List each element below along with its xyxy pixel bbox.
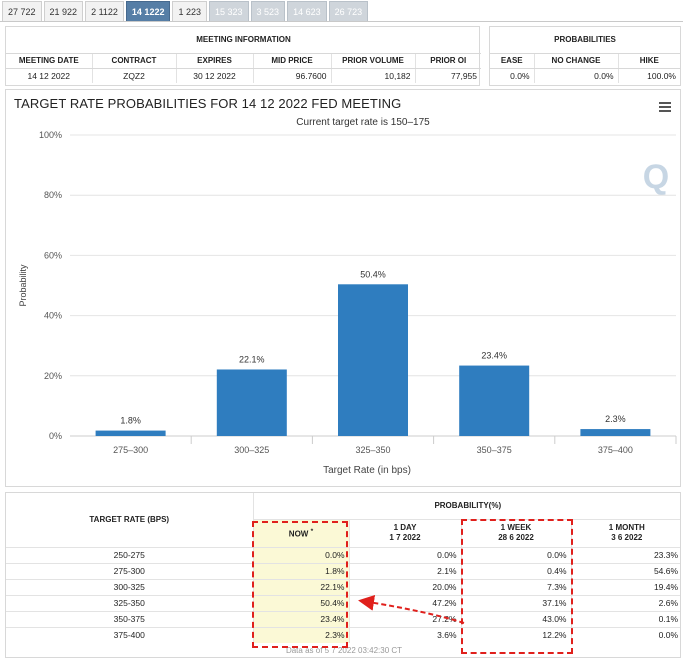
one-day-cell: 47.2%: [349, 594, 462, 611]
probability-table-panel: TARGET RATE (BPS) PROBABILITY(%) NOW * 1…: [5, 492, 681, 658]
column-header: NO CHANGE: [534, 53, 619, 69]
y-tick-label: 80%: [44, 190, 62, 200]
y-tick-label: 100%: [39, 130, 62, 140]
x-tick-label: 275–300: [113, 445, 148, 455]
one-week-cell: 37.1%: [461, 594, 572, 611]
now-cell: 0.0%: [253, 546, 350, 563]
meeting-tab[interactable]: 14 623: [287, 1, 327, 21]
one-day-column-header[interactable]: 1 DAY 1 7 2022: [349, 519, 462, 547]
now-cell: 22.1%: [253, 578, 350, 595]
y-tick-label: 60%: [44, 250, 62, 260]
one-month-cell: 2.6%: [571, 594, 680, 611]
probabilities-heading: PROBABILITIES: [490, 27, 680, 54]
data-timestamp: Data as of 5 7 2022 03:42:30 CT: [285, 646, 403, 655]
table-row: 325-350 50.4% 47.2% 37.1% 2.6%: [6, 594, 680, 611]
bar-data-label: 22.1%: [239, 354, 265, 364]
table-row: 250-275 0.0% 0.0% 0.0% 23.3%: [6, 546, 680, 563]
meeting-tab-active[interactable]: 14 1222: [125, 1, 171, 21]
target-rate-header: TARGET RATE (BPS): [6, 493, 254, 547]
chart-title: TARGET RATE PROBABILITIES FOR 14 12 2022…: [14, 96, 402, 111]
bar-data-label: 2.3%: [605, 414, 626, 424]
probability-group-header: PROBABILITY(%): [253, 493, 680, 520]
table-row: 300-325 22.1% 20.0% 7.3% 19.4%: [6, 578, 680, 595]
y-tick-label: 20%: [44, 371, 62, 381]
column-header: CONTRACT: [92, 53, 177, 69]
q-watermark-icon: Q: [643, 158, 669, 196]
one-day-cell: 2.1%: [349, 562, 462, 579]
column-header: PRIOR VOLUME: [331, 53, 416, 69]
meeting-tab[interactable]: 1 223: [172, 1, 207, 21]
one-day-cell: 0.0%: [349, 546, 462, 563]
column-header: EXPIRES: [176, 53, 254, 69]
now-column-header[interactable]: NOW *: [253, 519, 350, 547]
table-row: 275-300 1.8% 2.1% 0.4% 54.6%: [6, 562, 680, 579]
target-rate-chart-panel: Current target rate is 150–175 Q 0% 20% 40% 6…: [5, 89, 681, 487]
meeting-tab[interactable]: 15 323: [209, 1, 249, 21]
one-week-cell: 12.2%: [461, 626, 572, 643]
one-month-cell: 23.3%: [571, 546, 680, 563]
one-month-column-header[interactable]: 1 MONTH 3 6 2022: [608, 523, 645, 542]
table-row: 350-375 23.4% 27.2% 43.0% 0.1%: [6, 610, 680, 627]
bar-325–350: [338, 284, 408, 436]
y-axis-title: Probability: [18, 264, 28, 307]
meeting-tab[interactable]: 26 723: [328, 1, 369, 21]
column-header: HIKE: [618, 53, 680, 69]
ease-value: 0.0%: [490, 68, 535, 83]
chart-subtitle: Current target rate is 150–175: [296, 117, 430, 128]
one-month-cell: 0.0%: [571, 626, 680, 643]
meeting-tab[interactable]: 21 922: [43, 1, 84, 21]
bar-275–300: [95, 430, 166, 436]
x-axis-title: Target Rate (in bps): [323, 465, 411, 476]
one-week-cell: 7.3%: [461, 578, 572, 595]
x-tick-label: 300–325: [234, 445, 269, 455]
column-header: PRIOR OI: [415, 53, 482, 69]
one-week-column-header[interactable]: 1 WEEK 28 6 2022: [461, 519, 572, 547]
y-tick-label: 40%: [44, 311, 62, 321]
one-week-cell: 0.4%: [461, 562, 572, 579]
bar-data-label: 23.4%: [481, 351, 507, 361]
now-cell: 50.4%: [253, 594, 350, 611]
meeting-information-heading: MEETING INFORMATION: [6, 27, 482, 54]
now-cell: 1.8%: [253, 562, 350, 579]
one-month-cell: 0.1%: [571, 610, 680, 627]
now-cell: 2.3%: [253, 626, 350, 643]
one-day-cell: 20.0%: [349, 578, 462, 595]
meeting-information-panel: MEETING INFORMATION MEETING DATE CONTRAC…: [5, 26, 482, 86]
one-week-cell: 43.0%: [461, 610, 572, 627]
contract-value: ZQZ2: [92, 68, 177, 83]
bar-data-label: 1.8%: [120, 416, 141, 426]
one-week-cell: 0.0%: [461, 546, 572, 563]
meeting-tab[interactable]: 3 523: [250, 1, 286, 21]
bar-350–375: [459, 365, 530, 436]
one-month-cell: 54.6%: [571, 562, 680, 579]
column-header: MEETING DATE: [6, 53, 93, 69]
prior-oi-value: 77,955: [451, 70, 478, 81]
table-row: 375-400 2.3% 3.6% 12.2% 0.0%: [6, 626, 680, 643]
bar-300–325: [216, 369, 287, 436]
hamburger-menu-icon[interactable]: [659, 102, 671, 112]
column-header: EASE: [490, 53, 535, 69]
expires-value: 30 12 2022: [176, 68, 254, 83]
target-rate-chart: Current target rate is 150–175 Q 0% 20% 40% 6…: [18, 117, 677, 476]
mid-price-value: 96.7600: [253, 68, 332, 83]
meeting-tab-bar: 27 722 21 922 2 1122 14 1222 1 223 15 32…: [0, 0, 683, 22]
now-cell: 23.4%: [253, 610, 350, 627]
one-month-cell: 19.4%: [571, 578, 680, 595]
one-day-cell: 3.6%: [349, 626, 462, 643]
probabilities-panel: PROBABILITIES EASE NO CHANGE HIKE 0.0% 0…: [489, 26, 681, 86]
x-tick-label: 325–350: [355, 445, 390, 455]
column-header: MID PRICE: [253, 53, 332, 69]
x-tick-label: 350–375: [477, 445, 512, 455]
prior-volume-value: 10,182: [331, 68, 416, 83]
hike-value: 100.0%: [647, 70, 676, 81]
bar-375–400: [580, 429, 651, 436]
y-tick-label: 0%: [49, 431, 62, 441]
x-tick-label: 375–400: [598, 445, 633, 455]
no-change-value: 0.0%: [534, 68, 619, 83]
bar-data-label: 50.4%: [360, 269, 386, 279]
meeting-date-value: 14 12 2022: [6, 68, 93, 83]
meeting-tab[interactable]: 2 1122: [85, 1, 124, 21]
comparison-arrow: [358, 594, 465, 624]
meeting-tab[interactable]: 27 722: [2, 1, 42, 21]
